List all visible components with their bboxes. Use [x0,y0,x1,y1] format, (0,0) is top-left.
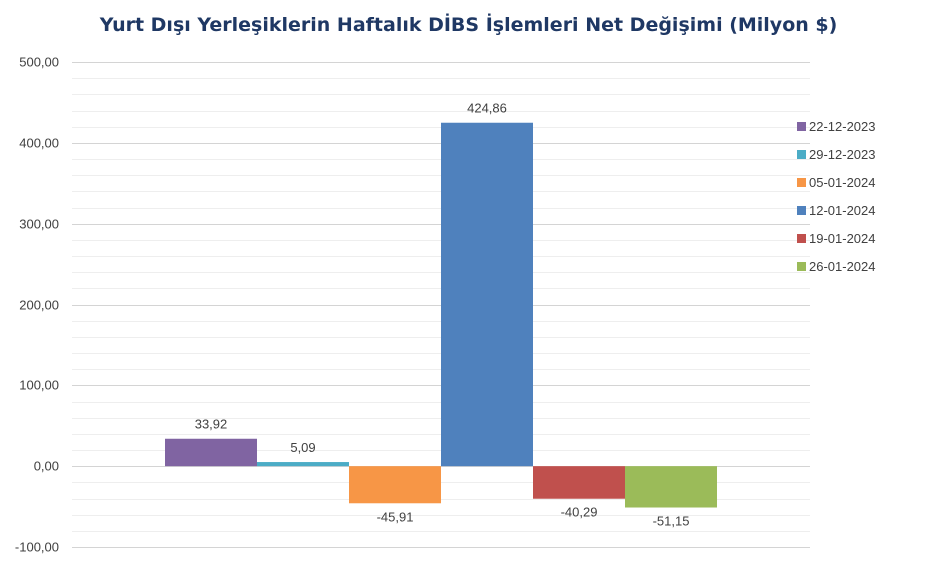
y-tick-label: 200,00 [19,298,59,313]
y-tick-label: 400,00 [19,136,59,151]
legend-label: 05-01-2024 [809,175,876,190]
legend-swatch [797,150,806,159]
data-label: 33,92 [195,417,228,432]
legend-label: 12-01-2024 [809,203,876,218]
legend-swatch [797,178,806,187]
legend-swatch [797,122,806,131]
chart-title: Yurt Dışı Yerleşiklerin Haftalık DİBS İş… [99,14,838,36]
legend-label: 26-01-2024 [809,259,876,274]
legend-label: 29-12-2023 [809,147,876,162]
data-label: 424,86 [467,101,507,116]
y-tick-label: 100,00 [19,378,59,393]
legend-swatch [797,234,806,243]
data-label: 5,09 [290,440,315,455]
y-tick-label: 0,00 [34,459,59,474]
data-label: -40,29 [561,505,598,520]
data-label: -45,91 [377,509,414,524]
bar [349,466,441,504]
bar [441,122,533,467]
y-tick-label: 500,00 [19,55,59,70]
bar [625,466,717,508]
legend-swatch [797,206,806,215]
y-tick-label: -100,00 [15,540,59,555]
bar [165,438,257,467]
legend-label: 19-01-2024 [809,231,876,246]
bar [257,462,349,467]
data-label: -51,15 [653,514,690,529]
legend-label: 22-12-2023 [809,119,876,134]
y-tick-label: 300,00 [19,217,59,232]
bar [533,466,625,499]
legend-swatch [797,262,806,271]
